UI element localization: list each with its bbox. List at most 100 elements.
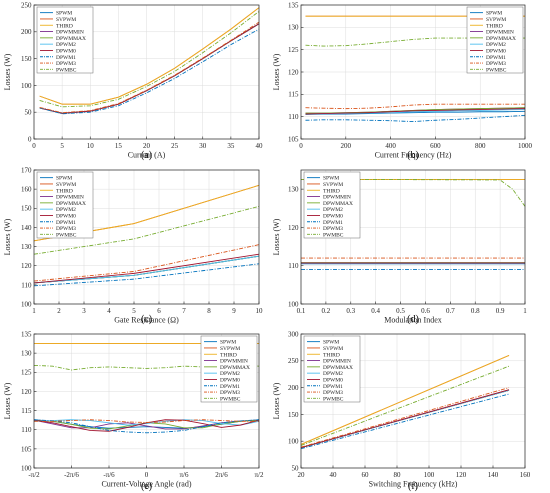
x-tick-label: 0.1 bbox=[297, 307, 306, 315]
panel-d: 0.1 0.2 0.3 0.4 0.5 0.6 0.7 0.8 0.9 1 100 110 120 130… bbox=[272, 169, 527, 325]
y-tick-label: 110 bbox=[288, 113, 299, 121]
x-tick-label: 200 bbox=[341, 142, 352, 150]
legend-box bbox=[36, 6, 94, 74]
x-tick-label: 1000 bbox=[518, 142, 533, 150]
legend-label-dpwmmax: DPWMMAX bbox=[486, 36, 516, 42]
legend-label-spwm: SPWM bbox=[323, 176, 339, 182]
panel-b: 0 200 400 600 800 1000 105 110 115 120 125 130 135 Cu… bbox=[272, 1, 533, 161]
legend-label-dpwm3: DPWM3 bbox=[323, 226, 343, 232]
legend-label-dpwmmax: DPWMMAX bbox=[220, 365, 250, 371]
y-tick-label: 300 bbox=[288, 330, 299, 338]
legend: SPWMSVPWMTHIRDDPWMMINDPWMMAXDPWM2DPWM0DP… bbox=[466, 6, 524, 73]
legend-label-pwmbc: PWMBC bbox=[486, 67, 507, 73]
y-tick-label: 150 bbox=[21, 55, 32, 63]
axes-frame bbox=[300, 169, 526, 305]
series-line-spwm bbox=[33, 255, 260, 284]
legend-label-dpwmmax: DPWMMAX bbox=[323, 201, 353, 207]
panel-label: (d) bbox=[407, 314, 419, 325]
legend: SPWMSVPWMTHIRDDPWMMINDPWMMAXDPWM2DPWM0DP… bbox=[303, 171, 361, 238]
legend-label-pwmbc: PWMBC bbox=[323, 396, 344, 402]
axes-frame bbox=[300, 333, 526, 469]
x-axis-label: Current (A) bbox=[128, 151, 166, 160]
y-tick-label: 130 bbox=[21, 350, 32, 358]
x-tick-label: 100 bbox=[424, 471, 435, 479]
x-tick-label: 140 bbox=[488, 471, 499, 479]
y-tick-label: 110 bbox=[21, 281, 32, 289]
x-tick-label: 30 bbox=[199, 142, 207, 150]
legend-label-svpwm: SVPWM bbox=[323, 346, 343, 352]
y-axis-label: Losses (W) bbox=[272, 218, 281, 255]
legend-label-third: THIRD bbox=[220, 352, 237, 358]
x-tick-label: 0.3 bbox=[346, 307, 355, 315]
panel-label: (f) bbox=[408, 481, 418, 492]
y-tick-label: 0 bbox=[28, 135, 32, 143]
x-tick-label: 0.5 bbox=[396, 307, 405, 315]
series-line-dpwm0 bbox=[33, 253, 260, 284]
series-line-dpwm1 bbox=[33, 419, 260, 434]
y-tick-label: 50 bbox=[292, 464, 300, 472]
x-tick-label: 9 bbox=[232, 307, 236, 315]
series-line-pwmbc bbox=[300, 365, 510, 446]
series-line-dpwmmin bbox=[33, 419, 260, 430]
x-tick-label: 2π/6 bbox=[215, 471, 228, 479]
y-tick-label: 150 bbox=[21, 205, 32, 213]
series-line-dpwm1 bbox=[33, 263, 260, 287]
series-line-dpwmmin bbox=[33, 255, 260, 284]
legend-label-dpwm2: DPWM2 bbox=[323, 371, 343, 377]
x-tick-label: 0.8 bbox=[471, 307, 480, 315]
legend-label-dpwm0: DPWM0 bbox=[323, 377, 343, 383]
y-tick-label: 135 bbox=[288, 1, 299, 9]
y-tick-label: 105 bbox=[21, 445, 32, 453]
legend-label-dpwm1: DPWM1 bbox=[56, 55, 76, 61]
x-tick-label: π/6 bbox=[180, 471, 189, 479]
series-line-pwmbc bbox=[33, 205, 260, 255]
y-tick-label: 100 bbox=[21, 300, 32, 308]
legend-label-dpwm0: DPWM0 bbox=[486, 48, 506, 54]
legend-label-dpwm3: DPWM3 bbox=[56, 61, 76, 67]
series-line-pwmbc bbox=[33, 364, 260, 371]
axes-frame bbox=[33, 169, 260, 305]
legend-label-svpwm: SVPWM bbox=[56, 182, 76, 188]
y-tick-label: 100 bbox=[21, 82, 32, 90]
y-tick-label: 100 bbox=[21, 464, 32, 472]
legend: SPWMSVPWMTHIRDDPWMMINDPWMMAXDPWM2DPWM0DP… bbox=[36, 6, 94, 74]
series-line-third bbox=[39, 7, 260, 105]
y-tick-label: 110 bbox=[21, 426, 32, 434]
legend-label-third: THIRD bbox=[323, 352, 340, 358]
panel-f: 20 40 60 80 100 120 140 160 50 100 150 200 250 300 Swi… bbox=[272, 330, 531, 492]
y-axis-label: Losses (W) bbox=[272, 53, 281, 90]
x-tick-label: 4 bbox=[107, 307, 111, 315]
x-tick-label: 0.7 bbox=[446, 307, 455, 315]
y-tick-label: 135 bbox=[21, 330, 32, 338]
series-line-dpwm3 bbox=[33, 244, 260, 282]
series-line-dpwm1 bbox=[39, 28, 260, 115]
legend-label-dpwm3: DPWM3 bbox=[220, 390, 240, 396]
x-tick-label: 0.2 bbox=[322, 307, 331, 315]
x-tick-label: 6 bbox=[157, 307, 161, 315]
x-axis-label: Current Frequency (Hz) bbox=[375, 151, 452, 160]
plot-area bbox=[39, 7, 260, 115]
y-tick-label: 130 bbox=[288, 186, 299, 194]
legend-label-svpwm: SVPWM bbox=[56, 17, 76, 23]
legend-label-dpwm2: DPWM2 bbox=[323, 207, 343, 213]
legend-label-spwm: SPWM bbox=[56, 11, 72, 17]
x-tick-label: 35 bbox=[227, 142, 235, 150]
y-tick-label: 110 bbox=[288, 262, 299, 270]
x-axis-label: Gate Resistance (Ω) bbox=[114, 316, 179, 325]
legend-label-pwmbc: PWMBC bbox=[323, 232, 344, 238]
series-line-dpwm2 bbox=[33, 419, 260, 426]
series-line-third bbox=[300, 355, 510, 445]
x-tick-label: 0 bbox=[32, 142, 36, 150]
plot-area bbox=[300, 355, 510, 450]
y-tick-label: 140 bbox=[21, 224, 32, 232]
x-tick-label: 8 bbox=[207, 307, 211, 315]
legend-label-dpwm1: DPWM1 bbox=[323, 384, 343, 390]
legend-label-dpwm1: DPWM1 bbox=[220, 384, 240, 390]
legend-label-dpwm1: DPWM1 bbox=[56, 220, 76, 226]
legend-label-third: THIRD bbox=[323, 188, 340, 194]
x-tick-label: 160 bbox=[520, 471, 531, 479]
panel-label: (e) bbox=[141, 481, 152, 492]
panel-a: 0 5 10 15 20 25 30 35 40 0 50 100 150 200 250 Current (… bbox=[3, 1, 263, 161]
legend-label-dpwmmin: DPWMMIN bbox=[486, 30, 514, 36]
x-tick-label: 0.6 bbox=[421, 307, 430, 315]
